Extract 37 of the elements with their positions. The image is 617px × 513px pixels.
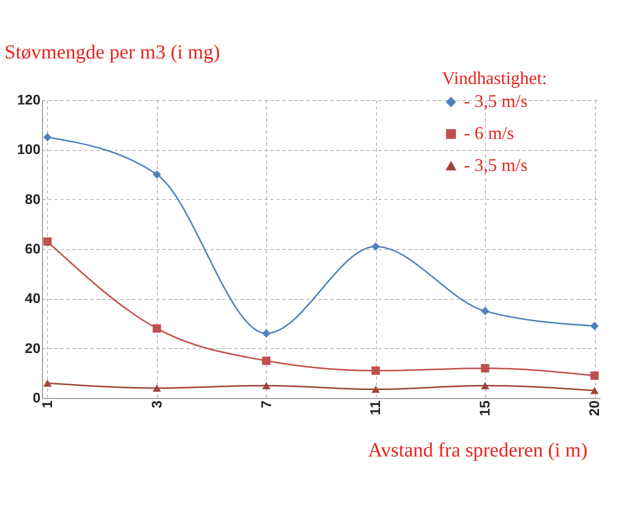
point <box>152 170 162 179</box>
y-tick-label: 0 <box>32 390 41 406</box>
y-tick-label: 60 <box>24 240 41 256</box>
legend-label: - 6 m/s <box>464 123 514 143</box>
x-tick-label: 11 <box>367 400 384 416</box>
legend-label: - 3,5 m/s <box>464 155 528 175</box>
y-tick-label: 20 <box>24 340 41 356</box>
y-tick-label: 120 <box>17 92 41 108</box>
point <box>480 306 490 316</box>
point <box>590 322 599 330</box>
x-tick-label: 3 <box>148 400 164 408</box>
x-tick-label: 15 <box>476 400 493 416</box>
point <box>43 379 52 387</box>
point <box>372 242 380 251</box>
legend-title: Vindhastighet: <box>442 68 547 88</box>
point <box>480 364 490 372</box>
x-tick-label: 1 <box>38 400 55 408</box>
point <box>590 386 599 394</box>
point <box>262 382 270 390</box>
point <box>372 386 380 393</box>
x-tick-label: 20 <box>586 400 602 416</box>
y-axis-title: Støvmengde per m3 (i mg) <box>4 42 220 64</box>
point <box>590 371 599 380</box>
y-tick-label: 80 <box>24 190 41 207</box>
point <box>262 356 270 365</box>
x-tick-label: 7 <box>258 400 274 408</box>
point <box>480 382 490 390</box>
point <box>262 329 270 338</box>
x-axis-title: Avstand fra sprederen (i m) <box>368 440 588 462</box>
point <box>152 324 162 333</box>
point <box>43 237 52 246</box>
y-tick-label: 100 <box>17 141 41 158</box>
point <box>372 366 380 375</box>
point <box>152 384 162 392</box>
point <box>43 133 52 142</box>
legend-label: - 3,5 m/s <box>464 91 528 111</box>
y-tick-label: 40 <box>24 290 41 306</box>
